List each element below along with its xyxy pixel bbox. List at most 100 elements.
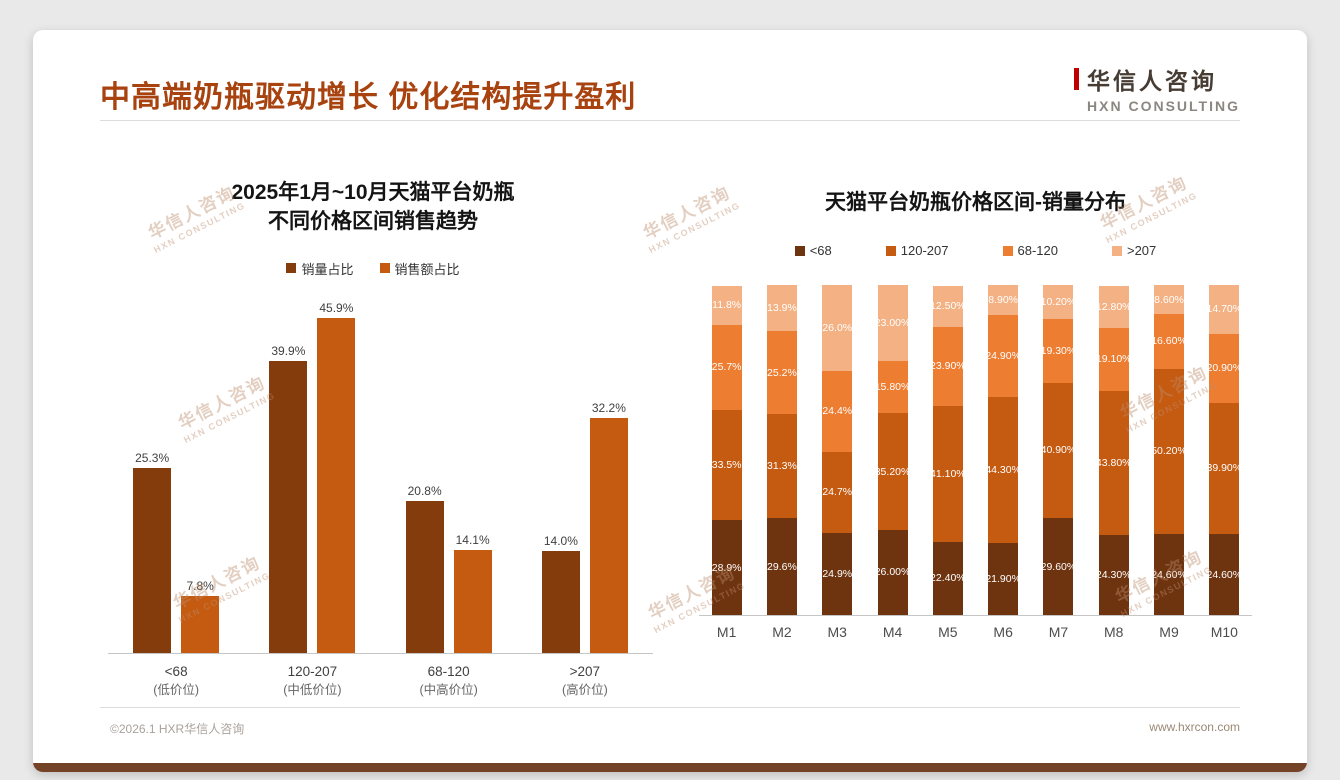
segment-<68: 29.6%	[766, 517, 797, 616]
logo-row: 华信人咨询	[1074, 62, 1240, 96]
segment-value-label: 43.80%	[1095, 456, 1132, 469]
bar-销量占比	[269, 361, 308, 653]
stacked-bar: 14.70% 20.90% 39.90% 24.60%	[1197, 285, 1252, 616]
segment-value-label: 24.4%	[822, 405, 853, 418]
bar-销量占比	[405, 500, 444, 653]
segment-value-label: 26.00%	[874, 566, 911, 579]
left-chart-title-line1: 2025年1月~10月天猫平台奶瓶	[231, 181, 515, 204]
bar-value-label: 20.8%	[407, 483, 442, 498]
x-axis-label: 68-120 (中高价位)	[381, 662, 517, 700]
segment-value-label: 29.60%	[1040, 560, 1077, 573]
segment-value-label: 8.90%	[988, 294, 1019, 307]
month-label: M3	[827, 624, 847, 641]
segment-value-label: 24.90%	[985, 349, 1021, 362]
month-label: M6	[993, 624, 1013, 641]
legend-item: 120-207	[885, 243, 949, 259]
bar-unit: 25.3%	[133, 451, 172, 653]
segment-68-120: 23.90%	[930, 327, 966, 406]
segment-68-120: 19.10%	[1095, 327, 1132, 391]
stacked-bar: 12.80% 19.10% 43.80% 24.30%	[1086, 285, 1141, 616]
category-sublabel: (低价位)	[153, 683, 200, 698]
segment-value-label: 14.70%	[1206, 303, 1243, 316]
slide: 中高端奶瓶驱动增长 优化结构提升盈利 华信人咨询 HXN CONSULTING …	[33, 30, 1307, 772]
bar-value-label: 45.9%	[319, 300, 354, 315]
segment-value-label: 21.90%	[985, 573, 1021, 586]
segment->207: 23.00%	[874, 285, 911, 362]
category-sublabel: (高价位)	[561, 683, 608, 698]
grouped-bar-chart: 2025年1月~10月天猫平台奶瓶 不同价格区间销售趋势 销量占比 销售额占比 2…	[73, 150, 673, 700]
segment-value-label: 13.9%	[767, 302, 797, 315]
bar-value-label: 14.0%	[543, 533, 578, 548]
bar-销售额占比	[589, 417, 628, 653]
right-chart-plot: 11.8% 25.7% 33.5% 28.9% 13.9% 25.2% 31.3% 29.6%…	[699, 285, 1252, 617]
legend-swatch-icon	[1111, 245, 1122, 256]
bar-group: 39.9% 45.9%	[244, 301, 380, 653]
legend-label: <68	[809, 243, 832, 259]
segment-68-120: 24.4%	[822, 371, 853, 452]
segment->207: 13.9%	[766, 285, 797, 332]
segment-value-label: 40.90%	[1040, 444, 1077, 457]
segment-120-207: 35.20%	[875, 413, 910, 530]
logo-tagline: HXN CONSULTING	[1087, 98, 1240, 114]
legend-label: 120-207	[900, 243, 949, 259]
stacked-bar-chart: 天猫平台奶瓶价格区间-销量分布 <68 120-207 68-120 >207 11.…	[683, 150, 1268, 640]
segment-68-120: 20.90%	[1207, 333, 1242, 403]
legend-swatch-icon	[286, 263, 297, 274]
segment-<68: 24.30%	[1095, 535, 1132, 616]
bar-unit: 7.8%	[181, 579, 220, 653]
legend-item: <68	[794, 243, 832, 259]
segment-value-label: 23.00%	[874, 317, 911, 330]
footer-divider	[100, 707, 1240, 708]
bar-group: 25.3% 7.8%	[108, 451, 244, 653]
segment-value-label: 11.8%	[712, 299, 742, 312]
category-label: >207	[569, 663, 601, 679]
segment-value-label: 23.90%	[930, 360, 966, 373]
category-sublabel: (中低价位)	[283, 683, 342, 698]
segment->207: 8.90%	[988, 285, 1019, 315]
category-label: 68-120	[427, 663, 470, 679]
x-axis-label: M6	[975, 624, 1030, 640]
month-label: M7	[1048, 624, 1069, 641]
segment-value-label: 19.10%	[1095, 353, 1132, 366]
segment-68-120: 25.7%	[711, 324, 742, 410]
segment-value-label: 26.0%	[822, 322, 853, 335]
segment-<68: 26.00%	[874, 529, 911, 616]
left-chart-title-line2: 不同价格区间销售趋势	[268, 210, 478, 234]
footer-copyright: ©2026.1 HXR华信人咨询	[110, 722, 245, 736]
bar-unit: 14.0%	[541, 533, 580, 653]
right-chart-x-axis: M1 M2 M3 M4 M5 M6 M7 M8 M9 M10	[699, 624, 1252, 640]
segment-value-label: 15.80%	[874, 381, 911, 394]
segment-value-label: 24.30%	[1095, 569, 1132, 582]
legend-label: 销量占比	[301, 261, 354, 277]
month-label: M1	[716, 624, 737, 641]
bar-unit: 39.9%	[269, 344, 308, 653]
segment-value-label: 24.60%	[1206, 568, 1243, 581]
x-axis-label: 120-207 (中低价位)	[244, 662, 380, 700]
segment-value-label: 25.7%	[711, 361, 742, 374]
segment-68-120: 25.2%	[766, 331, 797, 415]
logo-name: 华信人咨询	[1087, 68, 1218, 94]
segment-value-label: 12.50%	[930, 300, 966, 313]
segment-value-label: 20.90%	[1206, 362, 1243, 375]
segment-120-207: 44.30%	[985, 396, 1021, 544]
bar-unit: 14.1%	[453, 533, 492, 653]
legend-item: 68-120	[1002, 243, 1058, 258]
month-label: M8	[1104, 624, 1124, 641]
left-chart-legend: 销量占比 销售额占比	[73, 259, 673, 278]
bar-销售额占比	[181, 595, 220, 653]
stacked-bar: 11.8% 25.7% 33.5% 28.9%	[699, 285, 754, 616]
bar-unit: 32.2%	[589, 401, 628, 653]
segment-68-120: 16.60%	[1151, 313, 1187, 369]
segment-value-label: 22.40%	[930, 572, 966, 585]
x-axis-label: M7	[1031, 624, 1086, 640]
bar-group: 20.8% 14.1%	[381, 484, 517, 653]
segment-<68: 22.40%	[930, 541, 966, 616]
segment-value-label: 44.30%	[985, 464, 1021, 476]
segment-120-207: 31.3%	[766, 414, 797, 518]
month-label: M2	[772, 624, 792, 641]
left-chart-x-axis: <68 (低价位) 120-207 (中低价位) 68-120 (中高价位) >207 (高价…	[108, 662, 653, 700]
segment-value-label: 8.60%	[1154, 293, 1184, 306]
stacked-bar: 23.00% 15.80% 35.20% 26.00%	[865, 285, 920, 616]
segment-68-120: 15.80%	[874, 361, 911, 414]
bottom-accent-bar	[33, 763, 1307, 772]
